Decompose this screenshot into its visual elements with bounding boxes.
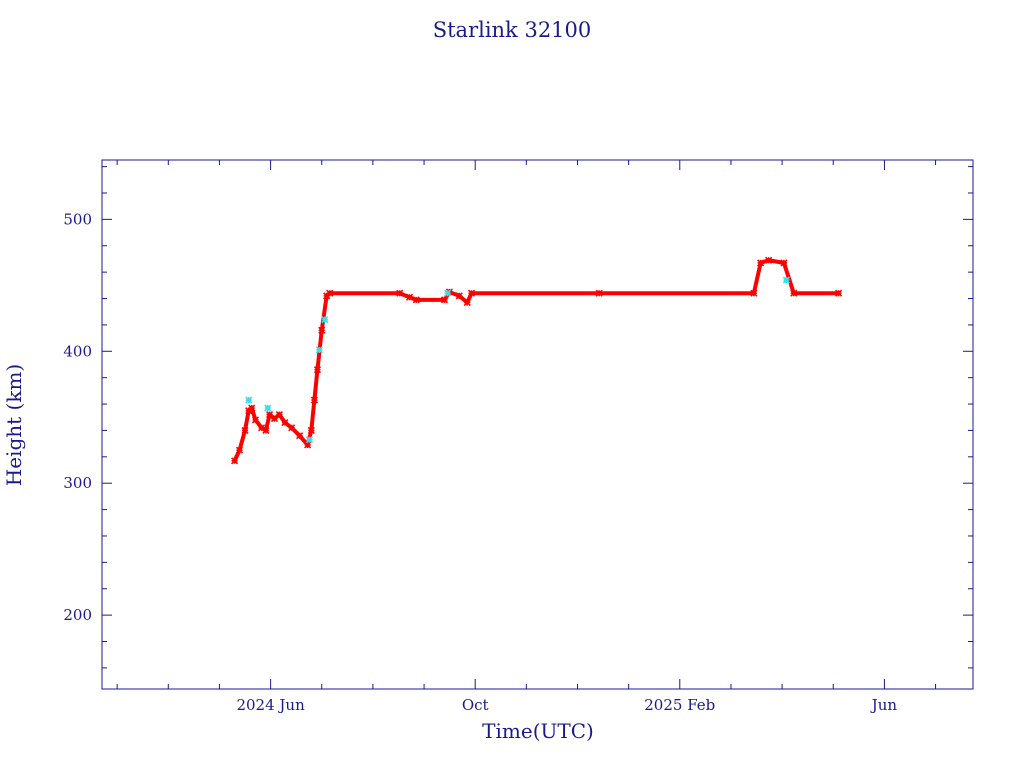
point [757, 259, 765, 267]
point [440, 296, 449, 304]
point [270, 414, 279, 423]
point [765, 256, 773, 264]
y-tick-label: 200 [63, 606, 92, 624]
x-tick-label: Oct [462, 696, 489, 714]
y-tick-label: 400 [63, 342, 92, 360]
plot-frame [101, 159, 974, 690]
x-tick-label: Jun [870, 696, 898, 714]
x-tick-label: 2025 Feb [644, 696, 715, 714]
point [248, 404, 256, 412]
trace-line [232, 258, 839, 462]
point [281, 418, 289, 427]
point [310, 396, 318, 404]
point [463, 298, 471, 307]
point [405, 293, 414, 301]
point [235, 446, 244, 454]
point [258, 424, 266, 432]
y-tick-label: 500 [63, 210, 92, 228]
point [251, 416, 260, 424]
point [318, 326, 326, 334]
point [231, 457, 239, 465]
point [467, 289, 476, 297]
chart-title: Starlink 32100 [433, 18, 592, 42]
point [321, 316, 329, 324]
point [326, 289, 334, 297]
point [275, 411, 283, 419]
point [444, 289, 452, 297]
point [266, 411, 274, 419]
y-tick-label: 300 [63, 474, 92, 492]
x-axis-label: Time(UTC) [482, 719, 594, 743]
point [304, 441, 312, 449]
point [412, 296, 420, 304]
point [835, 289, 843, 297]
point [750, 289, 758, 297]
point [396, 289, 404, 297]
y-axis-label: Height (km) [2, 364, 26, 486]
point [315, 346, 323, 354]
point [305, 436, 314, 444]
point [288, 424, 296, 432]
point [782, 276, 790, 284]
point [790, 289, 798, 297]
x-tick-label: 2024 Jun [236, 696, 305, 714]
point [780, 259, 788, 267]
point [264, 404, 272, 412]
point [307, 426, 315, 435]
point [262, 426, 270, 435]
point [313, 366, 322, 374]
point [595, 289, 603, 297]
point [455, 292, 463, 300]
point [241, 426, 249, 435]
point [296, 432, 304, 440]
point [245, 396, 253, 404]
